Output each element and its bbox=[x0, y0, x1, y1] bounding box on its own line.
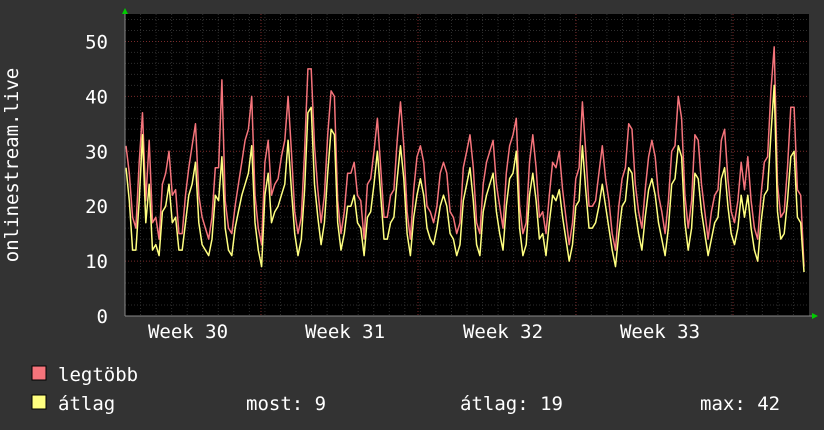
stat-now: most: 9 bbox=[246, 393, 326, 415]
y-tick-label: 20 bbox=[85, 196, 108, 218]
y-tick-label: 40 bbox=[85, 86, 108, 108]
legend-label-max: legtöbb bbox=[58, 364, 138, 386]
x-tick-label: Week 33 bbox=[620, 321, 700, 343]
legend-swatch-max bbox=[31, 365, 47, 381]
y-axis-arrow-icon bbox=[122, 8, 128, 14]
y-tick-label: 50 bbox=[85, 31, 108, 53]
series-line-max bbox=[125, 46, 805, 267]
x-tick-label: Week 31 bbox=[305, 321, 385, 343]
x-axis-arrow-icon bbox=[812, 313, 818, 319]
y-axis-ticks: 0 10 20 30 40 50 bbox=[85, 31, 108, 328]
y-tick-label: 30 bbox=[85, 141, 108, 163]
legend-swatch-avg bbox=[31, 394, 47, 410]
series-group bbox=[125, 46, 805, 273]
stat-max: max: 42 bbox=[700, 393, 780, 415]
x-tick-label: Week 32 bbox=[463, 321, 543, 343]
stat-avg: átlag: 19 bbox=[460, 393, 563, 415]
x-axis-ticks: Week 30 Week 31 Week 32 Week 33 bbox=[148, 321, 700, 343]
x-tick-label: Week 30 bbox=[148, 321, 228, 343]
y-axis-label: onlinestream.live bbox=[1, 68, 23, 262]
y-tick-label: 0 bbox=[97, 306, 108, 328]
series-line-avg bbox=[125, 84, 805, 273]
y-tick-label: 10 bbox=[85, 251, 108, 273]
legend-label-avg: átlag bbox=[58, 393, 115, 415]
